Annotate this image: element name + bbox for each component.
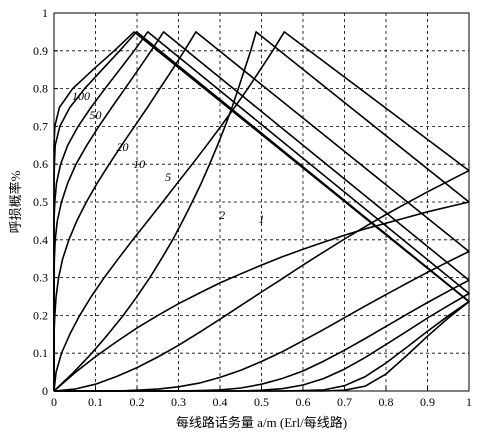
x-tick-label: 0.3 [171, 395, 186, 409]
series-2-label: 2 [219, 208, 225, 222]
series-10-label: 10 [133, 157, 145, 171]
y-tick-label: 0.1 [33, 346, 48, 360]
y-tick-label: 0 [42, 384, 48, 398]
series-1-label: 1 [259, 212, 265, 226]
y-tick-label: 0.7 [33, 119, 48, 133]
x-tick-label: 0.9 [420, 395, 435, 409]
series-5-label: 5 [165, 170, 171, 184]
y-tick-label: 0.4 [33, 233, 48, 247]
series-20-label: 20 [116, 140, 128, 154]
y-tick-label: 0.6 [33, 157, 48, 171]
x-tick-label: 0.7 [337, 395, 352, 409]
x-tick-label: 0 [51, 395, 57, 409]
x-tick-label: 0.2 [130, 395, 145, 409]
axis-ticks: 0 0.1 0.2 0.3 0.4 0.5 0.6 0.7 0.8 0.9 100.10.20.30… [33, 6, 472, 409]
series-100-label: 100 [72, 89, 90, 103]
x-tick-label: 0.8 [379, 395, 394, 409]
x-tick-label: 0.6 [296, 395, 311, 409]
x-tick-label: 0.1 [88, 395, 103, 409]
x-tick-label: 0.5 [254, 395, 269, 409]
x-tick-label: 1 [466, 395, 472, 409]
x-axis-title: 每线路话务量 a/m (Erl/每线路) [176, 415, 347, 430]
y-tick-label: 1 [42, 6, 48, 20]
x-tick-label: 0.4 [213, 395, 228, 409]
y-tick-label: 0.2 [33, 308, 48, 322]
y-axis-title: 呼损概率% [8, 170, 23, 233]
y-tick-label: 0.9 [33, 44, 48, 58]
y-tick-label: 0.3 [33, 271, 48, 285]
y-tick-label: 0.8 [33, 82, 48, 96]
series-50-label: 50 [90, 108, 102, 122]
y-tick-label: 0.5 [33, 195, 48, 209]
